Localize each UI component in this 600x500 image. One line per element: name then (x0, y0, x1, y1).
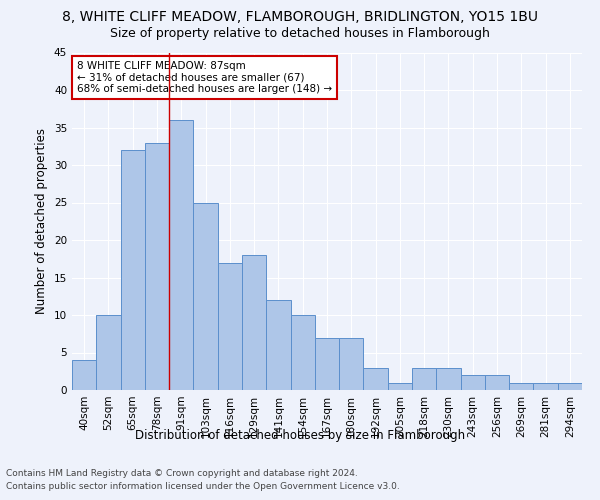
Text: Size of property relative to detached houses in Flamborough: Size of property relative to detached ho… (110, 28, 490, 40)
Bar (315, 338, 339, 390)
Bar (266, 300, 290, 390)
Text: Contains public sector information licensed under the Open Government Licence v3: Contains public sector information licen… (6, 482, 400, 491)
Text: 8, WHITE CLIFF MEADOW, FLAMBOROUGH, BRIDLINGTON, YO15 1BU: 8, WHITE CLIFF MEADOW, FLAMBOROUGH, BRID… (62, 10, 538, 24)
Bar (218, 262, 242, 390)
Bar (145, 142, 169, 390)
Bar (436, 368, 461, 390)
Bar (412, 368, 436, 390)
Bar (290, 315, 315, 390)
Bar (558, 382, 582, 390)
Y-axis label: Number of detached properties: Number of detached properties (35, 128, 49, 314)
Bar (242, 255, 266, 390)
Bar (533, 382, 558, 390)
Text: Contains HM Land Registry data © Crown copyright and database right 2024.: Contains HM Land Registry data © Crown c… (6, 468, 358, 477)
Bar (121, 150, 145, 390)
Bar (485, 375, 509, 390)
Bar (339, 338, 364, 390)
Bar (169, 120, 193, 390)
Bar (96, 315, 121, 390)
Bar (509, 382, 533, 390)
Bar (193, 202, 218, 390)
Bar (388, 382, 412, 390)
Text: Distribution of detached houses by size in Flamborough: Distribution of detached houses by size … (135, 430, 465, 442)
Bar (461, 375, 485, 390)
Text: 8 WHITE CLIFF MEADOW: 87sqm
← 31% of detached houses are smaller (67)
68% of sem: 8 WHITE CLIFF MEADOW: 87sqm ← 31% of det… (77, 61, 332, 94)
Bar (72, 360, 96, 390)
Bar (364, 368, 388, 390)
